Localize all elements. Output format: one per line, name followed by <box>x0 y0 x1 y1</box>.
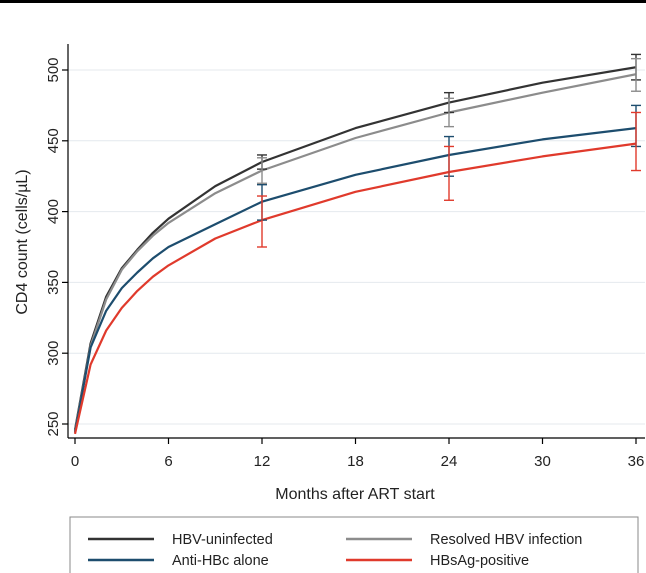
x-tick-label-36: 36 <box>628 453 645 470</box>
axes: 250 300 350 400 450 500 0 6 12 18 24 30 36 <box>45 44 645 470</box>
x-tick-label-12: 12 <box>254 453 271 470</box>
x-tick-label-0: 0 <box>71 453 79 470</box>
legend-label-anti-hbc: Anti-HBc alone <box>172 553 269 569</box>
series-layer <box>73 53 641 435</box>
y-tick-label-250: 250 <box>45 411 62 436</box>
legend: HBV-uninfected Resolved HBV infection An… <box>69 516 639 573</box>
x-tick-label-24: 24 <box>441 453 458 470</box>
error-bar-1-x24 <box>444 97 454 128</box>
legend-box <box>69 516 639 573</box>
gridlines <box>68 69 645 425</box>
y-tick-label-350: 350 <box>45 270 62 295</box>
y-tick-label-500: 500 <box>45 57 62 82</box>
error-bar-1-x36 <box>631 57 641 92</box>
top-rule <box>0 0 646 3</box>
error-bar-1-x12 <box>257 157 267 184</box>
error-bar-3-x12 <box>257 195 267 248</box>
series-line-0 <box>73 66 637 430</box>
series-line-2 <box>73 127 637 433</box>
legend-label-resolved-hbv: Resolved HBV infection <box>430 532 582 548</box>
error-bar-3-x36 <box>631 111 641 172</box>
x-tick-label-18: 18 <box>347 453 364 470</box>
y-tick-label-400: 400 <box>45 199 62 224</box>
y-axis-title: CD4 count (cells/µL) <box>14 169 31 314</box>
x-tick-label-30: 30 <box>534 453 551 470</box>
legend-label-hbsag: HBsAg-positive <box>430 553 529 569</box>
y-tick-label-300: 300 <box>45 341 62 366</box>
y-tick-label-450: 450 <box>45 128 62 153</box>
x-tick-label-6: 6 <box>164 453 172 470</box>
series-line-3 <box>73 142 637 435</box>
error-bar-3-x24 <box>444 145 454 201</box>
x-axis-title: Months after ART start <box>275 486 435 503</box>
legend-label-hbv-uninfected: HBV-uninfected <box>172 532 273 548</box>
